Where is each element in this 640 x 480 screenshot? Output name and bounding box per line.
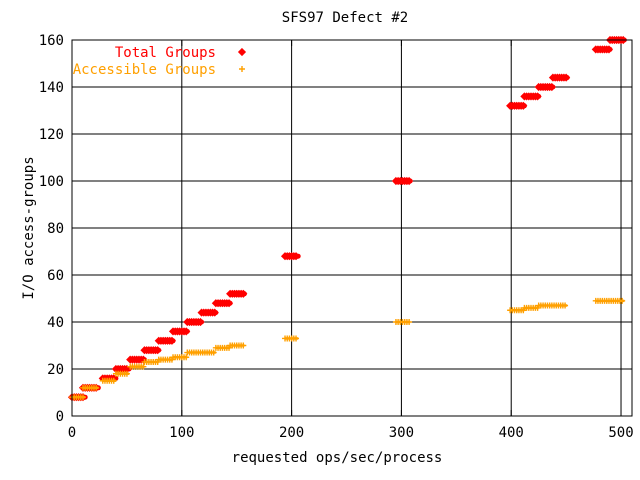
data-segment: [507, 307, 527, 314]
data-segment: [168, 327, 191, 336]
x-axis-label: requested ops/sec/process: [232, 450, 443, 466]
data-point: [293, 335, 300, 342]
data-segment: [155, 356, 175, 363]
data-point: [239, 289, 248, 298]
data-point: [405, 176, 414, 186]
plot-frame: [71, 39, 633, 417]
data-segment: [112, 370, 130, 377]
data-segment: [520, 92, 542, 101]
data-point: [224, 299, 234, 308]
x-tick-label: 300: [389, 425, 414, 441]
data-segment: [226, 289, 248, 298]
data-segment: [535, 302, 569, 309]
data-segment: [140, 346, 162, 355]
x-tick-label: 0: [68, 425, 76, 441]
axis-ticks: 0 100 200 300 400 500 0 20 40 60 80 100 120 140 160: [39, 33, 634, 441]
x-tick-label: 500: [608, 425, 633, 441]
data-segment: [506, 101, 528, 110]
y-tick-label: 40: [47, 315, 64, 331]
data-segment: [227, 342, 247, 349]
data-point: [562, 73, 571, 82]
data-point: [153, 346, 162, 355]
y-tick-label: 120: [39, 127, 64, 143]
x-tick-label: 400: [499, 425, 524, 441]
data-segment: [127, 363, 147, 370]
y-tick-label: 0: [56, 409, 64, 425]
y-tick-label: 20: [47, 362, 64, 378]
y-tick-label: 60: [47, 268, 64, 284]
legend-marker: [237, 47, 247, 57]
data-segment: [592, 297, 626, 304]
data-point: [182, 327, 191, 336]
data-segment: [69, 394, 86, 401]
data-point: [196, 317, 205, 327]
data-point: [183, 354, 190, 361]
data-point: [93, 384, 100, 391]
data-point: [210, 349, 217, 356]
y-tick-label: 100: [39, 174, 64, 190]
data-segment: [211, 299, 234, 308]
data-point: [547, 82, 556, 92]
data-point: [210, 308, 219, 317]
data-segment: [141, 358, 161, 365]
data-segment: [184, 349, 217, 356]
data-segment: [534, 82, 556, 92]
data-point: [80, 394, 86, 401]
x-tick-label: 100: [169, 425, 194, 441]
grid: [72, 40, 632, 416]
data-segment: [170, 354, 190, 361]
data-point: [240, 342, 247, 349]
legend-label: Accessible Groups: [73, 62, 216, 78]
data-point: [533, 92, 542, 101]
data-point: [291, 252, 301, 261]
legend-label: Total Groups: [115, 45, 216, 61]
data-segment: [391, 176, 414, 186]
data-point: [406, 319, 413, 325]
data-segment: [280, 252, 301, 261]
data-segment: [591, 45, 614, 54]
data-segment: [183, 317, 205, 327]
data-segment: [154, 336, 177, 345]
series-total-groups: [67, 35, 628, 402]
data-marks: [67, 35, 628, 402]
data-segment: [99, 377, 117, 384]
y-axis-label: I/O access-groups: [21, 156, 37, 299]
data-point: [123, 370, 130, 377]
data-point: [110, 377, 117, 384]
y-tick-label: 80: [47, 221, 64, 237]
data-point: [519, 101, 528, 110]
series-accessible-groups: [69, 297, 626, 401]
y-tick-label: 140: [39, 80, 64, 96]
data-segment: [392, 319, 413, 325]
y-tick-label: 160: [39, 33, 64, 49]
data-point: [604, 45, 614, 54]
chart-title: SFS97 Defect #2: [282, 10, 408, 26]
legend-marker: [239, 66, 245, 72]
data-point: [619, 297, 626, 304]
data-point: [167, 336, 177, 345]
data-segment: [282, 335, 300, 342]
data-segment: [197, 308, 219, 317]
data-segment: [79, 384, 100, 391]
data-point: [562, 302, 569, 309]
x-tick-label: 200: [279, 425, 304, 441]
data-point: [140, 363, 147, 370]
data-segment: [548, 73, 571, 82]
